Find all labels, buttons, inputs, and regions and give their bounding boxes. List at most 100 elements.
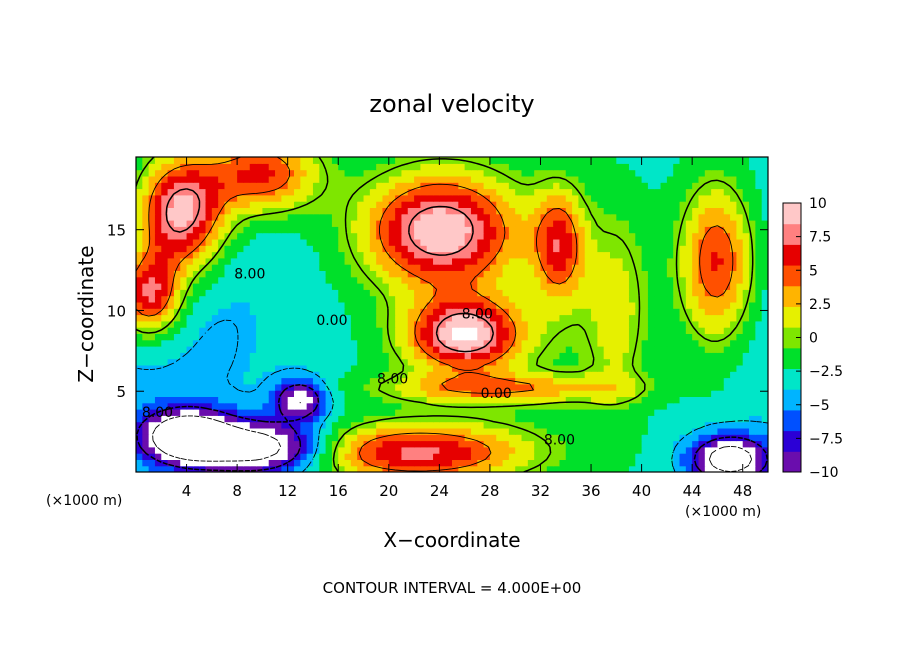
heatmap-cell xyxy=(534,446,542,454)
heatmap-cell xyxy=(723,409,731,416)
heatmap-cell xyxy=(685,421,693,429)
heatmap-cell xyxy=(641,352,649,360)
heatmap-cell xyxy=(407,333,415,341)
heatmap-cell xyxy=(572,427,579,435)
heatmap-cell xyxy=(470,427,478,435)
heatmap-cell xyxy=(635,453,643,460)
heatmap-cell xyxy=(180,220,188,227)
heatmap-cell xyxy=(742,352,750,360)
heatmap-cell xyxy=(477,163,485,171)
heatmap-cell xyxy=(407,459,415,467)
heatmap-cell xyxy=(559,415,567,423)
heatmap-cell xyxy=(407,226,415,234)
heatmap-cell xyxy=(698,352,706,360)
heatmap-cell xyxy=(243,251,251,259)
heatmap-cell xyxy=(180,427,188,435)
heatmap-cell xyxy=(584,213,592,221)
heatmap-cell xyxy=(464,427,472,435)
heatmap-cell xyxy=(685,226,693,234)
heatmap-cell xyxy=(230,207,238,215)
heatmap-cell xyxy=(635,270,643,278)
heatmap-cell xyxy=(723,465,731,472)
heatmap-cell xyxy=(433,308,440,316)
heatmap-cell xyxy=(173,163,181,171)
heatmap-cell xyxy=(452,358,459,366)
heatmap-cell xyxy=(711,163,719,171)
heatmap-cell xyxy=(161,188,169,196)
heatmap-cell xyxy=(470,175,478,183)
heatmap-cell xyxy=(723,383,731,391)
heatmap-cell xyxy=(218,182,226,190)
heatmap-cell xyxy=(666,390,674,397)
heatmap-cell xyxy=(382,283,390,290)
heatmap-cell xyxy=(477,257,485,265)
heatmap-cell xyxy=(610,465,617,472)
heatmap-cell xyxy=(414,201,421,208)
heatmap-cell xyxy=(452,188,459,196)
heatmap-cell xyxy=(464,465,472,472)
heatmap-cell xyxy=(515,320,523,328)
heatmap-cell xyxy=(578,453,586,460)
heatmap-cell xyxy=(205,453,213,460)
heatmap-cell xyxy=(154,383,162,391)
heatmap-cell xyxy=(679,396,687,404)
heatmap-cell xyxy=(458,358,466,366)
heatmap-cell xyxy=(704,157,712,164)
heatmap-cell xyxy=(730,377,737,385)
heatmap-cell xyxy=(698,409,706,416)
heatmap-cell xyxy=(325,188,333,196)
heatmap-cell xyxy=(180,440,188,448)
heatmap-cell xyxy=(742,276,750,284)
heatmap-cell xyxy=(654,459,662,467)
heatmap-cell xyxy=(736,232,744,240)
heatmap-cell xyxy=(572,377,579,385)
heatmap-cell xyxy=(262,339,270,347)
heatmap-cell xyxy=(445,301,453,309)
heatmap-cell xyxy=(572,371,579,379)
heatmap-cell xyxy=(300,270,308,278)
heatmap-cell xyxy=(628,220,636,227)
heatmap-cell xyxy=(275,163,282,171)
heatmap-cell xyxy=(749,352,756,360)
heatmap-cell xyxy=(395,434,403,442)
heatmap-cell xyxy=(477,453,485,460)
heatmap-cell xyxy=(597,232,605,240)
heatmap-cell xyxy=(496,446,504,454)
heatmap-cell xyxy=(692,163,700,171)
heatmap-cell xyxy=(546,453,554,460)
heatmap-cell xyxy=(597,396,605,404)
heatmap-cell xyxy=(237,390,245,397)
heatmap-cell xyxy=(553,213,561,221)
heatmap-cell xyxy=(553,314,561,322)
heatmap-cell xyxy=(489,289,497,297)
heatmap-cell xyxy=(496,251,504,259)
heatmap-cell xyxy=(211,427,219,435)
heatmap-cell xyxy=(483,377,491,385)
heatmap-cell xyxy=(363,415,371,423)
heatmap-cell xyxy=(685,232,693,240)
heatmap-cell xyxy=(616,169,624,177)
heatmap-cell xyxy=(350,446,358,454)
heatmap-cell xyxy=(452,245,459,253)
heatmap-cell xyxy=(755,327,763,334)
heatmap-cell xyxy=(312,358,320,366)
heatmap-cell xyxy=(742,440,750,448)
heatmap-cell xyxy=(616,213,624,221)
heatmap-cell xyxy=(584,270,592,278)
heatmap-cell xyxy=(717,383,725,391)
heatmap-cell xyxy=(749,440,756,448)
heatmap-cell xyxy=(559,346,567,353)
heatmap-cell xyxy=(249,390,257,397)
heatmap-cell xyxy=(565,175,573,183)
heatmap-cell xyxy=(641,182,649,190)
heatmap-cell xyxy=(142,213,150,221)
heatmap-cell xyxy=(622,465,630,472)
heatmap-cell xyxy=(723,289,731,297)
heatmap-cell xyxy=(388,169,396,177)
heatmap-cell xyxy=(711,377,719,385)
heatmap-cell xyxy=(660,434,668,442)
heatmap-cell xyxy=(211,163,219,171)
heatmap-cell xyxy=(546,157,554,164)
heatmap-cell xyxy=(546,409,554,416)
heatmap-cell xyxy=(281,308,289,316)
